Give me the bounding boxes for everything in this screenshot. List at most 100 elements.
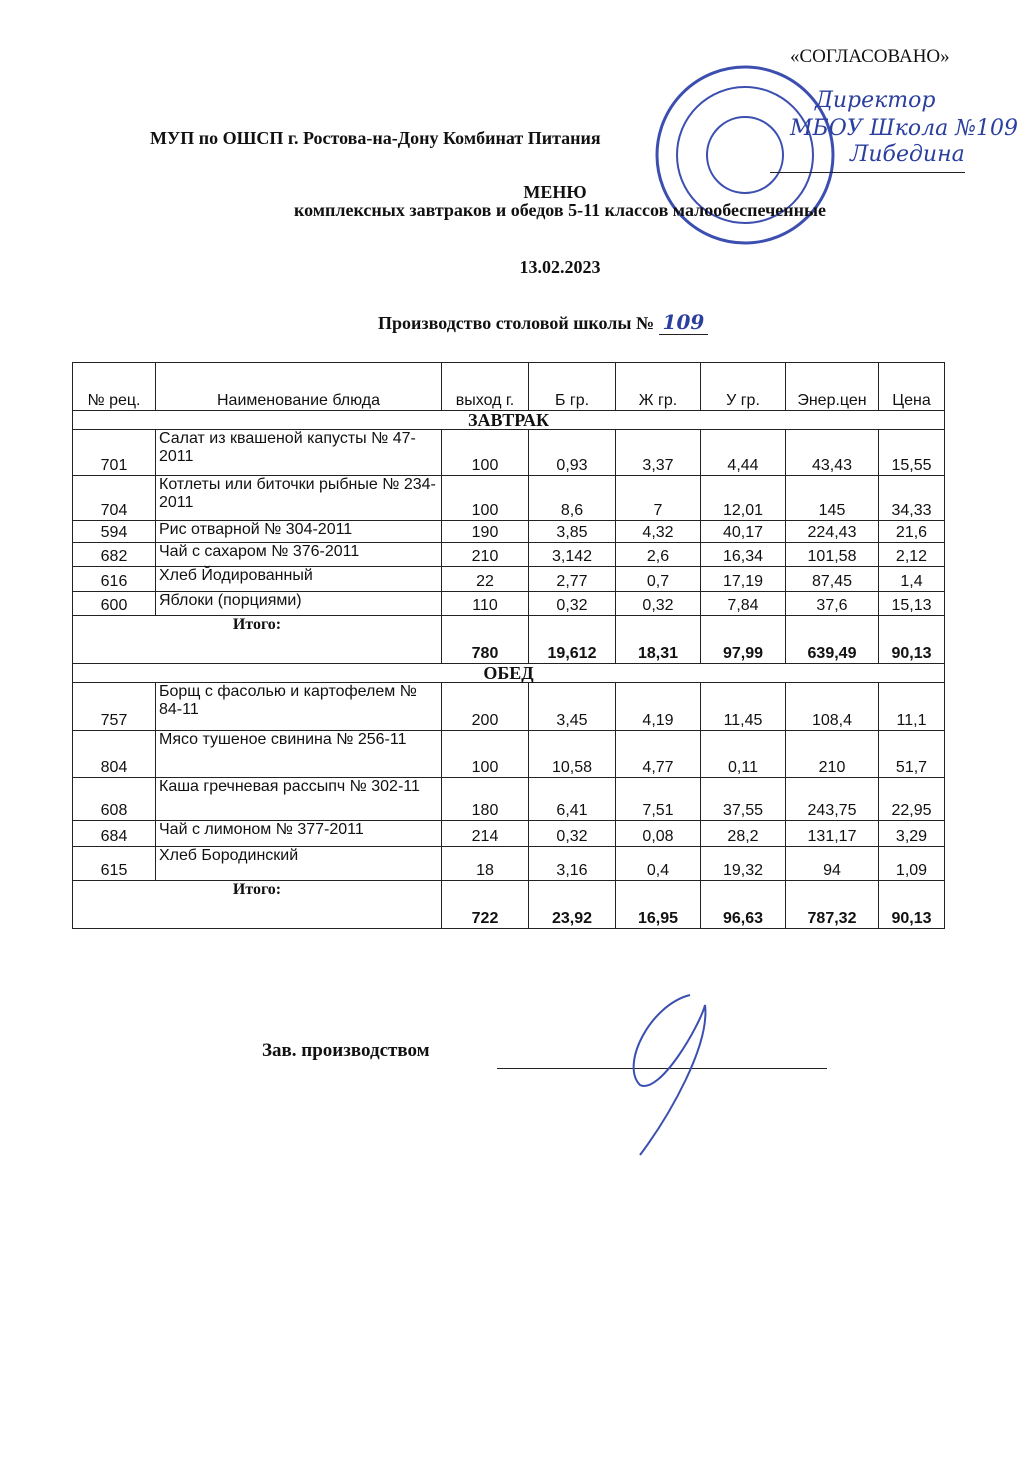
dish-row: 757 Борщ с фасолью и картофелем № 84-11 20… (72, 682, 945, 731)
dish-cell: 7,84 (700, 591, 786, 616)
total-cell: 90,13 (878, 880, 945, 929)
total-cell: 19,612 (528, 615, 616, 664)
dish-cell: 682 (72, 542, 156, 567)
dish-cell: 600 (72, 591, 156, 616)
total-cell: 722 (441, 880, 529, 929)
dish-cell: 3,85 (528, 520, 616, 543)
stamp-center-ring (706, 116, 784, 194)
dish-cell: 3,37 (615, 429, 701, 476)
dish-cell: 190 (441, 520, 529, 543)
dish-cell: 34,33 (878, 475, 945, 521)
section-row: ОБЕД (72, 663, 945, 683)
dish-cell: 37,55 (700, 777, 786, 821)
dish-row: 616 Хлеб Йодированный 22 2,77 0,7 17,19 87,45 1… (72, 566, 945, 592)
total-cell: 16,95 (615, 880, 701, 929)
dish-cell: 28,2 (700, 820, 786, 847)
dish-cell: 200 (441, 682, 529, 731)
dish-cell: 145 (785, 475, 879, 521)
column-header: Б гр. (528, 362, 616, 411)
dish-cell: 7,51 (615, 777, 701, 821)
dish-cell: 4,19 (615, 682, 701, 731)
org-name: МУП по ОШСП г. Ростова-на-Дону Комбинат … (150, 128, 601, 148)
dish-cell: 22,95 (878, 777, 945, 821)
dish-row: 684 Чай с лимоном № 377-2011 214 0,32 0,08 28… (72, 820, 945, 847)
dish-cell: 615 (72, 846, 156, 881)
column-header: Ж гр. (615, 362, 701, 411)
dish-cell: 616 (72, 566, 156, 592)
dish-cell: 94 (785, 846, 879, 881)
dish-cell: 180 (441, 777, 529, 821)
dish-cell: 18 (441, 846, 529, 881)
dish-cell: 594 (72, 520, 156, 543)
dish-cell: 2,12 (878, 542, 945, 567)
dish-cell: 19,32 (700, 846, 786, 881)
column-header: Энер.цен (785, 362, 879, 411)
section-row: ЗАВТРАК (72, 410, 945, 430)
dish-name: Рис отварной № 304-2011 (155, 520, 442, 543)
column-header: № рец. (72, 362, 156, 411)
total-cell: 97,99 (700, 615, 786, 664)
dish-cell: 608 (72, 777, 156, 821)
dish-cell: 100 (441, 429, 529, 476)
dish-name: Каша гречневая рассыпч № 302-11 (155, 777, 442, 821)
dish-cell: 0,93 (528, 429, 616, 476)
dish-cell: 4,44 (700, 429, 786, 476)
dish-cell: 704 (72, 475, 156, 521)
section-title: ОБЕД (72, 663, 945, 683)
dish-cell: 210 (785, 730, 879, 778)
approval-label: «СОГЛАСОВАНО» (790, 46, 950, 67)
menu-title: МЕНЮ (523, 182, 587, 202)
dish-cell: 11,45 (700, 682, 786, 731)
dish-row: 704 Котлеты или биточки рыбные № 234-2011… (72, 475, 945, 521)
dish-cell: 2,77 (528, 566, 616, 592)
dish-cell: 40,17 (700, 520, 786, 543)
dish-cell: 37,6 (785, 591, 879, 616)
dish-cell: 6,41 (528, 777, 616, 821)
dish-cell: 214 (441, 820, 529, 847)
production-label: Производство столовой школы № 109 (378, 310, 709, 335)
signature-stroke (632, 994, 707, 1156)
dish-cell: 0,32 (615, 591, 701, 616)
dish-cell: 17,19 (700, 566, 786, 592)
dish-cell: 21,6 (878, 520, 945, 543)
total-label: Итого: (72, 615, 442, 664)
dish-cell: 16,34 (700, 542, 786, 567)
dish-row: 608 Каша гречневая рассыпч № 302-11 180 6,4… (72, 777, 945, 821)
production-text: Производство столовой школы № (378, 313, 655, 333)
dish-name: Чай с сахаром № 376-2011 (155, 542, 442, 567)
dish-cell: 3,16 (528, 846, 616, 881)
dish-cell: 0,32 (528, 820, 616, 847)
dish-row: 682 Чай с сахаром № 376-2011 210 3,142 2,6 16… (72, 542, 945, 567)
dish-cell: 110 (441, 591, 529, 616)
dish-cell: 224,43 (785, 520, 879, 543)
dish-cell: 2,6 (615, 542, 701, 567)
dish-cell: 7 (615, 475, 701, 521)
dish-cell: 101,58 (785, 542, 879, 567)
handwritten-line: Директор (815, 88, 936, 113)
dish-cell: 51,7 (878, 730, 945, 778)
dish-cell: 12,01 (700, 475, 786, 521)
dish-cell: 10,58 (528, 730, 616, 778)
dish-cell: 100 (441, 475, 529, 521)
total-row: Итого: 722 23,92 16,95 96,63 787,32 90,13 (72, 880, 945, 929)
dish-cell: 15,13 (878, 591, 945, 616)
dish-cell: 243,75 (785, 777, 879, 821)
dish-row: 615 Хлеб Бородинский 18 3,16 0,4 19,32 94 1,09 (72, 846, 945, 881)
total-cell: 96,63 (700, 880, 786, 929)
dish-cell: 684 (72, 820, 156, 847)
dish-row: 701 Салат из квашеной капусты № 47-2011 10… (72, 429, 945, 476)
dish-cell: 100 (441, 730, 529, 778)
column-header: выход г. (441, 362, 529, 411)
total-cell: 90,13 (878, 615, 945, 664)
dish-cell: 4,32 (615, 520, 701, 543)
signature-scribble (632, 994, 707, 1156)
dish-cell: 15,55 (878, 429, 945, 476)
menu-subtitle: комплексных завтраков и обедов 5-11 клас… (293, 200, 826, 220)
handwritten-line: Либедина (850, 142, 965, 167)
dish-cell: 3,29 (878, 820, 945, 847)
dish-name: Борщ с фасолью и картофелем № 84-11 (155, 682, 442, 731)
dish-row: 804 Мясо тушеное свинина № 256-11 100 10,58… (72, 730, 945, 778)
column-header: Наименование блюда (155, 362, 442, 411)
dish-row: 594 Рис отварной № 304-2011 190 3,85 4,32 40,… (72, 520, 945, 543)
dish-cell: 131,17 (785, 820, 879, 847)
